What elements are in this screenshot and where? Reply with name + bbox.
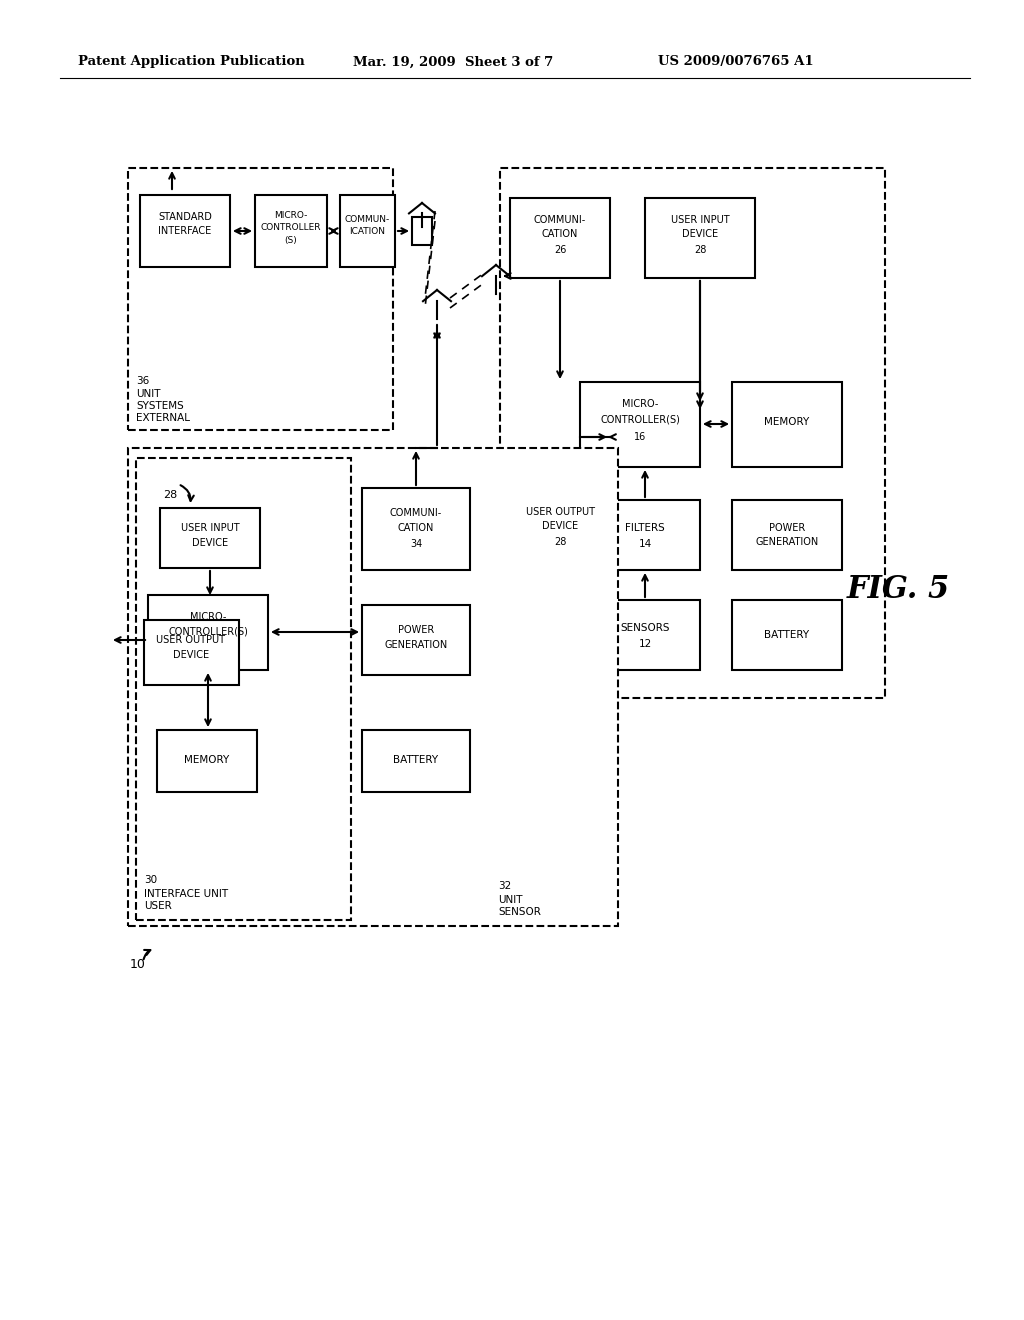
Bar [144, 620, 239, 685]
Text: 36: 36 [136, 376, 150, 385]
Bar [510, 198, 610, 279]
Text: FILTERS: FILTERS [625, 523, 665, 533]
Text: COMMUN-: COMMUN- [344, 214, 389, 223]
Text: INTERFACE: INTERFACE [159, 226, 212, 236]
Text: 14: 14 [638, 539, 651, 549]
Bar [140, 195, 230, 267]
Text: EXTERNAL: EXTERNAL [136, 413, 190, 422]
Text: USER INPUT: USER INPUT [180, 523, 240, 533]
Text: 34: 34 [410, 539, 422, 549]
Text: MEMORY: MEMORY [184, 755, 229, 766]
Text: CATION: CATION [397, 523, 434, 533]
Bar [160, 508, 260, 568]
Bar [148, 595, 268, 671]
Bar [340, 195, 395, 267]
Text: USER OUTPUT: USER OUTPUT [157, 635, 225, 645]
Text: US 2009/0076765 A1: US 2009/0076765 A1 [658, 55, 814, 69]
Text: MICRO-: MICRO- [622, 399, 658, 409]
Text: INTERFACE UNIT: INTERFACE UNIT [144, 888, 228, 899]
Text: UNIT: UNIT [136, 389, 161, 399]
Bar [412, 216, 432, 246]
Bar [732, 601, 842, 671]
Text: POWER: POWER [769, 523, 805, 533]
Text: BATTERY: BATTERY [393, 755, 438, 766]
Text: USER INPUT: USER INPUT [671, 215, 729, 224]
Text: GENERATION: GENERATION [756, 537, 818, 546]
Text: 26: 26 [554, 246, 566, 255]
Text: CONTROLLER: CONTROLLER [261, 223, 322, 232]
Text: 10: 10 [130, 957, 146, 970]
Text: SYSTEMS: SYSTEMS [136, 401, 183, 411]
Text: 28: 28 [163, 490, 177, 500]
Text: 28: 28 [694, 246, 707, 255]
Text: Patent Application Publication: Patent Application Publication [78, 55, 305, 69]
Text: SENSORS: SENSORS [621, 623, 670, 634]
Text: USER: USER [144, 902, 172, 911]
Bar [157, 730, 257, 792]
Bar [590, 500, 700, 570]
Text: COMMUNI-: COMMUNI- [390, 508, 442, 517]
Text: CONTROLLER(S): CONTROLLER(S) [600, 414, 680, 424]
Text: MICRO-: MICRO- [189, 612, 226, 622]
Bar [580, 381, 700, 467]
Text: 32: 32 [498, 880, 511, 891]
Bar [128, 168, 393, 430]
Text: STANDARD: STANDARD [158, 213, 212, 222]
Text: USER OUTPUT: USER OUTPUT [525, 507, 595, 517]
Text: (S): (S) [285, 236, 297, 246]
Bar [128, 447, 618, 927]
Bar [645, 198, 755, 279]
Text: 12: 12 [638, 639, 651, 649]
Text: GENERATION: GENERATION [384, 640, 447, 649]
Bar [510, 492, 610, 564]
Bar [362, 605, 470, 675]
Text: COMMUNI-: COMMUNI- [534, 215, 586, 224]
Text: POWER: POWER [398, 624, 434, 635]
Text: 16: 16 [634, 432, 646, 442]
Bar [362, 488, 470, 570]
Text: CONTROLLER(S): CONTROLLER(S) [168, 627, 248, 638]
Bar [732, 500, 842, 570]
Bar [255, 195, 327, 267]
Bar [590, 601, 700, 671]
Text: DEVICE: DEVICE [542, 521, 579, 531]
Bar [732, 381, 842, 467]
Text: DEVICE: DEVICE [682, 228, 718, 239]
Text: 30: 30 [144, 875, 157, 884]
Text: FIG. 5: FIG. 5 [847, 574, 949, 606]
Text: DEVICE: DEVICE [173, 649, 209, 660]
Text: Mar. 19, 2009  Sheet 3 of 7: Mar. 19, 2009 Sheet 3 of 7 [353, 55, 553, 69]
Text: UNIT: UNIT [498, 895, 522, 906]
Text: DEVICE: DEVICE [191, 539, 228, 548]
Text: 28: 28 [554, 537, 566, 546]
Text: MEMORY: MEMORY [764, 417, 810, 426]
Text: CATION: CATION [542, 228, 579, 239]
Text: BATTERY: BATTERY [765, 630, 810, 640]
Text: ICATION: ICATION [349, 227, 385, 236]
Bar [362, 730, 470, 792]
Bar [500, 168, 885, 698]
Text: SENSOR: SENSOR [498, 907, 541, 917]
Text: MICRO-: MICRO- [274, 210, 307, 219]
Bar [136, 458, 351, 920]
